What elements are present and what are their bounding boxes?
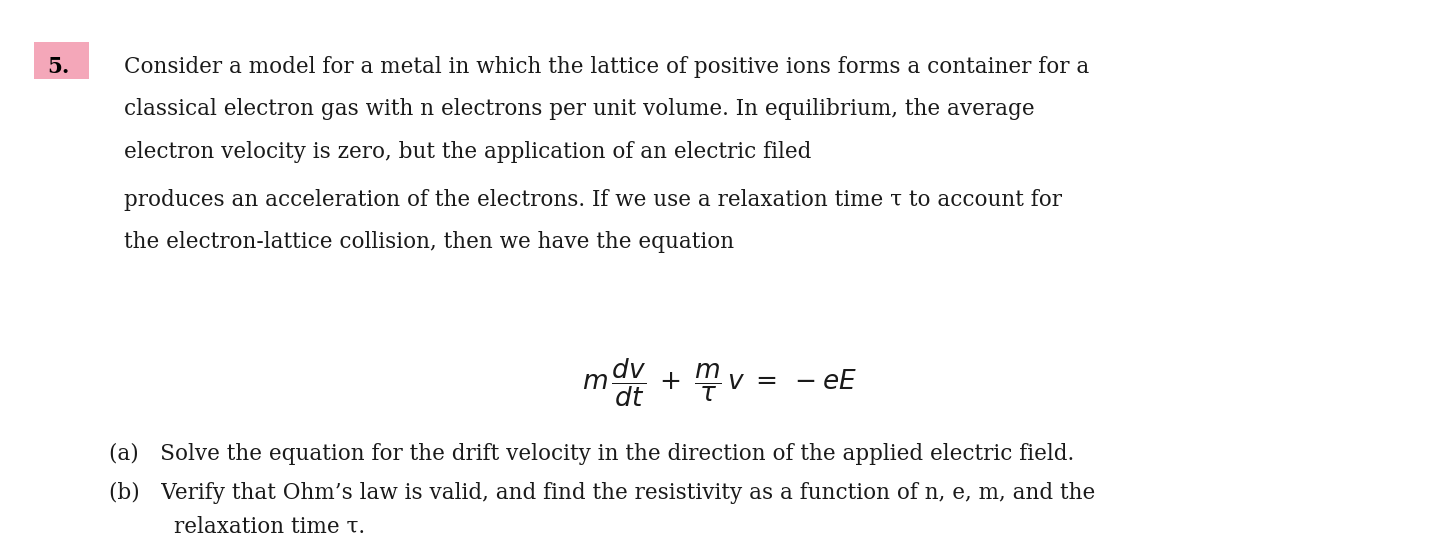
Text: 5.: 5. [48, 56, 71, 78]
Text: the electron-lattice collision, then we have the equation: the electron-lattice collision, then we … [124, 231, 733, 253]
Text: (b) Verify that Ohm’s law is valid, and find the resistivity as a function of n,: (b) Verify that Ohm’s law is valid, and … [109, 482, 1096, 504]
Text: produces an acceleration of the electrons. If we use a relaxation time τ to acco: produces an acceleration of the electron… [124, 188, 1061, 211]
Text: classical electron gas with n electrons per unit volume. In equilibrium, the ave: classical electron gas with n electrons … [124, 98, 1034, 120]
Text: Consider a model for a metal in which the lattice of positive ions forms a conta: Consider a model for a metal in which th… [124, 56, 1089, 78]
FancyBboxPatch shape [35, 42, 89, 79]
Text: $m\,\dfrac{dv}{dt}\;+\;\dfrac{m}{\tau}\,v\;=\;-eE$: $m\,\dfrac{dv}{dt}\;+\;\dfrac{m}{\tau}\,… [583, 356, 857, 409]
Text: relaxation time τ.: relaxation time τ. [174, 516, 364, 538]
Text: (a) Solve the equation for the drift velocity in the direction of the applied el: (a) Solve the equation for the drift vel… [109, 443, 1074, 465]
Text: electron velocity is zero, but the application of an electric filed: electron velocity is zero, but the appli… [124, 141, 811, 163]
